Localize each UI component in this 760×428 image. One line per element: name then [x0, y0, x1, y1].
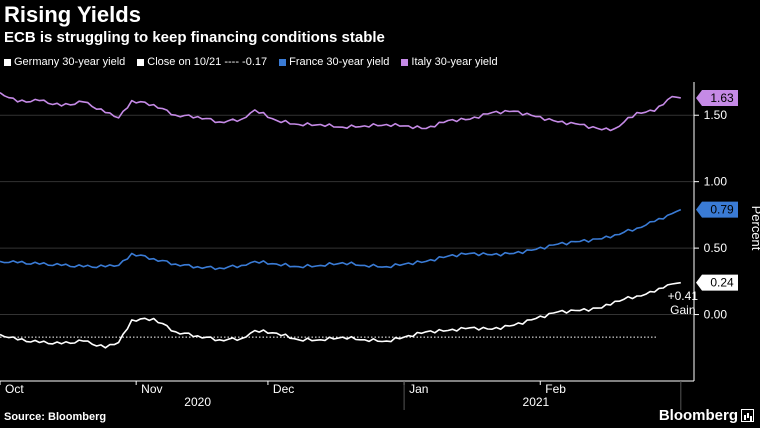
y-tick-label: 1.00 [704, 175, 728, 189]
end-badge-italy [696, 89, 738, 106]
legend-item-france: France 30-year yield [279, 56, 389, 68]
end-badge-label-italy: 1.63 [710, 91, 734, 105]
x-tick-label: Nov [141, 382, 162, 396]
chart-subtitle: ECB is struggling to keep financing cond… [4, 29, 385, 46]
legend-swatch-italy [401, 58, 409, 66]
end-badge-germany [696, 274, 738, 291]
x-tick-label: Oct [5, 382, 24, 396]
y-tick-label: 1.50 [704, 108, 728, 122]
chart-legend: Germany 30-year yield Close on 10/21 ---… [4, 56, 510, 68]
legend-swatch-germany [4, 58, 11, 66]
x-tick-label: Jan [409, 382, 428, 396]
bar-chart-icon [741, 409, 754, 422]
brand-name: Bloomberg [658, 407, 738, 424]
legend-item-germany: Germany 30-year yield [4, 56, 125, 68]
chart-title: Rising Yields [4, 2, 141, 27]
y-tick-label: 0.50 [704, 241, 728, 255]
y-axis-title: Percent [749, 206, 760, 251]
x-year-label: 2021 [523, 395, 550, 409]
end-badge-france [696, 201, 738, 218]
source-note: Source: Bloomberg [4, 411, 107, 423]
series-line-italy [0, 91, 681, 132]
legend-item-italy: Italy 30-year yield [401, 56, 498, 68]
legend-label-italy: Italy 30-year yield [411, 56, 498, 68]
x-tick-label: Feb [545, 382, 566, 396]
legend-item-close: Close on 10/21 ---- -0.17 [137, 56, 267, 68]
legend-swatch-france [279, 58, 287, 66]
x-year-label: 2020 [184, 395, 211, 409]
end-badge-label-germany: 0.24 [710, 276, 734, 290]
legend-swatch-close [137, 58, 145, 66]
annotation-gain-label: Gain [670, 303, 695, 317]
y-tick-label: 0.00 [704, 308, 728, 322]
legend-label-france: France 30-year yield [289, 56, 390, 68]
legend-label-close: Close on 10/21 ---- -0.17 [147, 56, 268, 68]
end-badge-label-france: 0.79 [710, 203, 734, 217]
annotation-gain-value: +0.41 [668, 289, 699, 303]
brand-logo: Bloomberg [659, 407, 754, 424]
x-tick-label: Dec [273, 382, 294, 396]
series-line-france [0, 208, 682, 271]
series-line-germany [0, 281, 681, 349]
legend-label-germany: Germany 30-year yield [14, 56, 126, 68]
